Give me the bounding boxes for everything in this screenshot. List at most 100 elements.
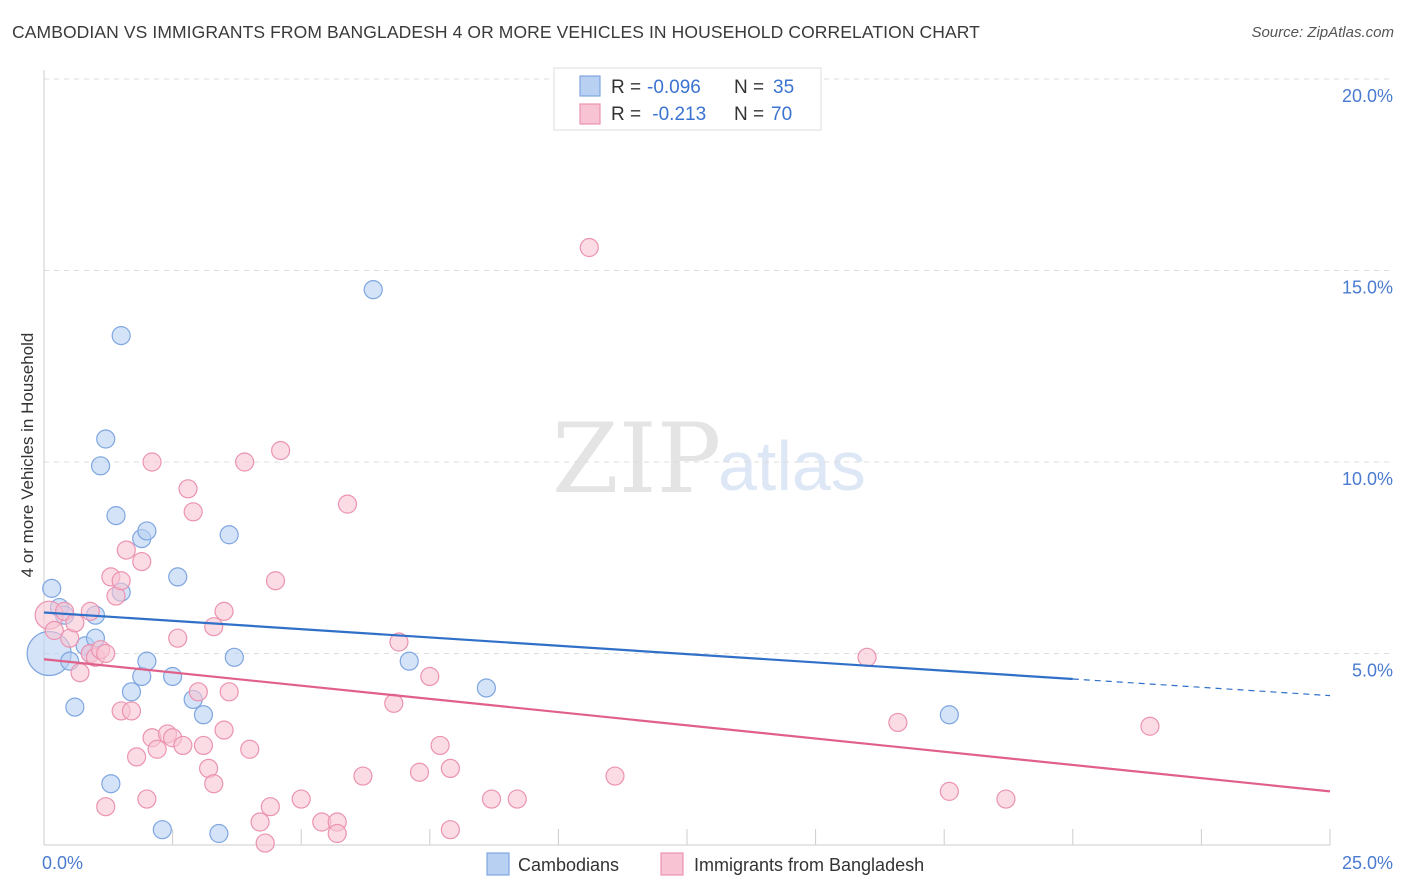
bangladesh-point-57 (440, 820, 460, 840)
bangladesh-point-65 (996, 789, 1016, 809)
y-tick-label-1: 10.0% (1342, 469, 1393, 489)
watermark-atlas: atlas (718, 427, 866, 505)
bangladesh-point-37 (219, 682, 239, 702)
bangladesh-point-5 (70, 663, 90, 683)
bangladesh-point-34 (204, 617, 224, 637)
x-tick-label-min: 0.0% (42, 853, 83, 873)
bangladesh-point-6 (80, 601, 100, 621)
legend-n-value-1: 35 (773, 77, 794, 98)
bangladesh-point-16 (116, 540, 136, 560)
bangladesh-point-43 (265, 571, 286, 591)
y-axis-title: 4 or more Vehicles in Household (18, 333, 37, 578)
bangladesh-point-11 (96, 797, 116, 817)
bangladesh-point-36 (214, 720, 234, 740)
legend-r-label-2: R = (611, 104, 641, 125)
trend-line-bangladesh (43, 658, 1331, 793)
bangladesh-point-51 (384, 693, 404, 713)
x-axis-ticks (43, 829, 1331, 845)
bottom-legend-label-bangladesh: Immigrants from Bangladesh (694, 855, 924, 875)
bottom-legend-swatch-bangladesh (660, 852, 684, 876)
legend-top: R = -0.096 N = 35 R = -0.213 N = 70 (553, 67, 822, 131)
watermark: ZIP atlas (552, 403, 866, 515)
bangladesh-point-50 (353, 766, 373, 786)
bangladesh-point-54 (420, 666, 440, 687)
y-tick-label-0: 5.0% (1352, 661, 1393, 681)
cambodians-point-32 (939, 705, 959, 725)
cambodians-point-27 (219, 525, 239, 545)
y-axis-tick-labels: 5.0% 10.0% 15.0% 20.0% (1342, 86, 1393, 681)
cambodians-point-31 (476, 678, 496, 698)
bangladesh-point-21 (142, 452, 162, 472)
bangladesh-point-20 (137, 789, 157, 809)
cambodians-point-19 (137, 521, 157, 541)
legend-bottom: Cambodians Immigrants from Bangladesh (486, 852, 924, 876)
bangladesh-point-31 (193, 735, 214, 756)
cambodians-point-26 (209, 823, 229, 844)
grid-lines (44, 78, 1393, 654)
cambodians-point-15 (111, 326, 131, 346)
trend-line-cambodians-extension (1072, 678, 1331, 697)
bangladesh-point-52 (389, 632, 409, 652)
bangladesh-point-41 (255, 833, 275, 853)
bangladesh-point-17 (121, 701, 142, 721)
cambodians-point-23 (168, 567, 188, 587)
bangladesh-point-38 (235, 452, 255, 472)
cambodians-point-25 (193, 705, 214, 725)
trend-line-cambodians (43, 611, 1073, 681)
bangladesh-point-45 (291, 789, 311, 809)
legend-r-value-1: -0.096 (647, 77, 701, 98)
x-tick-label-max: 25.0% (1342, 853, 1393, 873)
bangladesh-point-62 (857, 647, 877, 667)
legend-n-value-2: 70 (771, 104, 792, 125)
cambodians-point-20 (137, 651, 157, 671)
bangladesh-point-59 (507, 789, 527, 809)
cambodians-point-11 (96, 429, 116, 449)
series-cambodians-points (26, 280, 959, 844)
legend-swatch-cambodians (579, 75, 601, 97)
bangladesh-point-48 (327, 823, 347, 844)
bangladesh-point-14 (111, 571, 131, 591)
legend-n-label-2: N = (734, 104, 764, 125)
series-bangladesh-points (34, 237, 1160, 853)
bangladesh-point-66 (1140, 716, 1160, 736)
bangladesh-point-33 (204, 774, 224, 794)
bangladesh-point-39 (240, 739, 260, 759)
cambodians-point-1 (42, 578, 62, 598)
bangladesh-point-44 (271, 440, 291, 461)
bangladesh-point-49 (337, 494, 358, 514)
cambodians-point-16 (121, 682, 142, 702)
cambodians-point-30 (399, 651, 419, 671)
bangladesh-point-27 (173, 735, 193, 756)
cambodians-point-12 (101, 774, 121, 794)
cambodians-point-13 (106, 506, 126, 526)
bangladesh-point-23 (147, 739, 167, 759)
bangladesh-point-63 (888, 712, 908, 733)
bangladesh-point-60 (579, 237, 599, 258)
x-axis-tick-labels: 0.0% 25.0% (42, 853, 1393, 873)
bangladesh-point-4 (65, 613, 85, 633)
bangladesh-point-19 (132, 551, 152, 572)
legend-n-label-1: N = (734, 77, 764, 98)
bangladesh-point-55 (430, 735, 450, 756)
cambodians-point-22 (163, 666, 183, 687)
cambodians-point-10 (90, 456, 111, 476)
legend-r-value-2: -0.213 (647, 104, 706, 125)
bangladesh-point-42 (260, 797, 280, 817)
y-tick-label-3: 20.0% (1342, 86, 1393, 106)
bangladesh-point-10 (96, 643, 116, 664)
cambodians-point-29 (363, 280, 383, 300)
bottom-legend-label-cambodians: Cambodians (518, 855, 619, 875)
bangladesh-point-29 (183, 502, 203, 522)
cambodians-point-21 (152, 820, 172, 840)
legend-swatch-bangladesh (579, 103, 601, 125)
cambodians-point-28 (224, 647, 244, 667)
cambodians-point-5 (65, 697, 85, 717)
bangladesh-point-58 (481, 789, 502, 809)
y-tick-label-2: 15.0% (1342, 278, 1393, 298)
bangladesh-point-30 (188, 682, 208, 702)
bangladesh-point-18 (126, 747, 147, 767)
legend-r-label-1: R = (611, 77, 641, 98)
bangladesh-point-64 (939, 781, 959, 801)
bangladesh-point-53 (409, 762, 430, 782)
